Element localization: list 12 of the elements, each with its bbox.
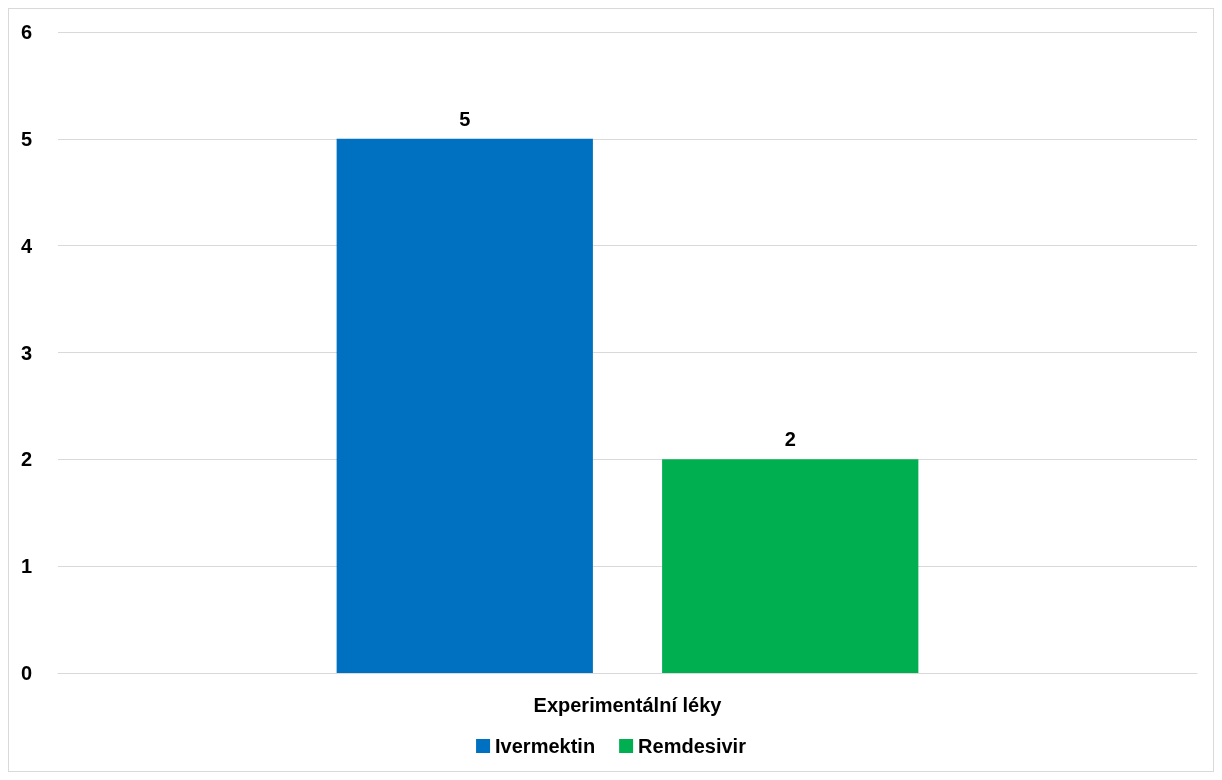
- y-tick-label: 2: [20, 448, 32, 471]
- y-tick-label: 5: [20, 127, 32, 150]
- y-tick-label: 0: [20, 662, 32, 684]
- y-tick-label: 6: [20, 21, 32, 43]
- legend-label: Ivermektin: [495, 735, 596, 757]
- data-label: 5: [459, 107, 471, 130]
- x-tick-label: Experimentální léky: [533, 694, 723, 716]
- y-tick-label: 4: [20, 234, 33, 257]
- legend-label: Remdesivir: [638, 735, 747, 757]
- y-tick-label: 1: [20, 555, 32, 578]
- data-label: 2: [784, 428, 796, 451]
- y-tick-label: 3: [20, 341, 32, 364]
